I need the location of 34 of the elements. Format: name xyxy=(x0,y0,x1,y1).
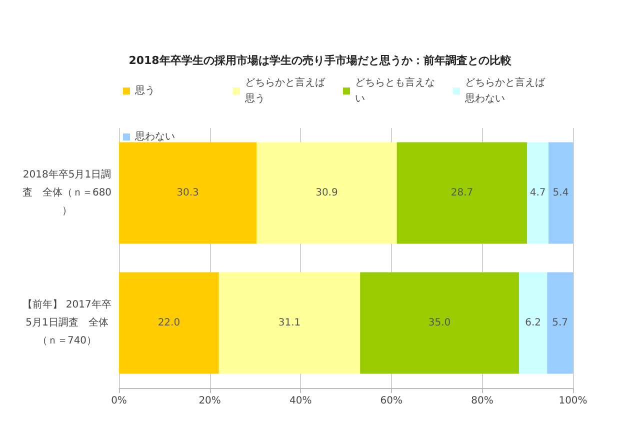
x-tick-label: 0% xyxy=(111,396,127,406)
x-tick-label: 80% xyxy=(471,396,494,406)
y-tick-label: 【前年】 2017年卒5月1日調査 全体（ｎ＝740） xyxy=(22,298,112,346)
data-label: 22.0 xyxy=(158,318,180,328)
data-label: 28.7 xyxy=(450,188,474,198)
data-label: 5.4 xyxy=(552,188,569,198)
legend-label: どちらとも言えない xyxy=(355,76,435,104)
data-label: 31.1 xyxy=(278,318,301,328)
bar xyxy=(218,272,360,374)
bar xyxy=(518,272,548,374)
data-label: 4.7 xyxy=(530,188,546,198)
legend-label: どちらかと言えば思わない xyxy=(464,76,546,104)
data-label: 35.0 xyxy=(428,318,451,328)
data-label: 30.9 xyxy=(316,188,338,198)
legend-label: 思う xyxy=(134,86,155,96)
legend-label: 思わない xyxy=(134,132,175,142)
legend-label: どちらかと言えば思う xyxy=(244,76,326,104)
x-tick-label: 60% xyxy=(380,396,403,406)
x-tick-label: 20% xyxy=(198,396,221,406)
bar xyxy=(360,272,519,374)
bar xyxy=(396,142,528,244)
bar xyxy=(119,142,257,244)
x-tick-label: 100% xyxy=(558,396,588,406)
bar xyxy=(547,272,573,374)
bar xyxy=(527,142,548,244)
x-tick-label: 40% xyxy=(289,396,312,406)
bar xyxy=(119,272,219,374)
data-label: 30.3 xyxy=(176,188,199,198)
y-tick-label: 2018年卒5月1日調査 全体（ｎ＝680） xyxy=(22,168,112,216)
data-label: 6.2 xyxy=(525,318,541,328)
bar xyxy=(548,142,573,244)
chart-title: 2018年卒学生の採用市場は学生の売り手市場だと思うか：前年調査との比較 xyxy=(128,54,512,67)
bar xyxy=(256,142,397,244)
data-label: 5.7 xyxy=(552,318,568,328)
